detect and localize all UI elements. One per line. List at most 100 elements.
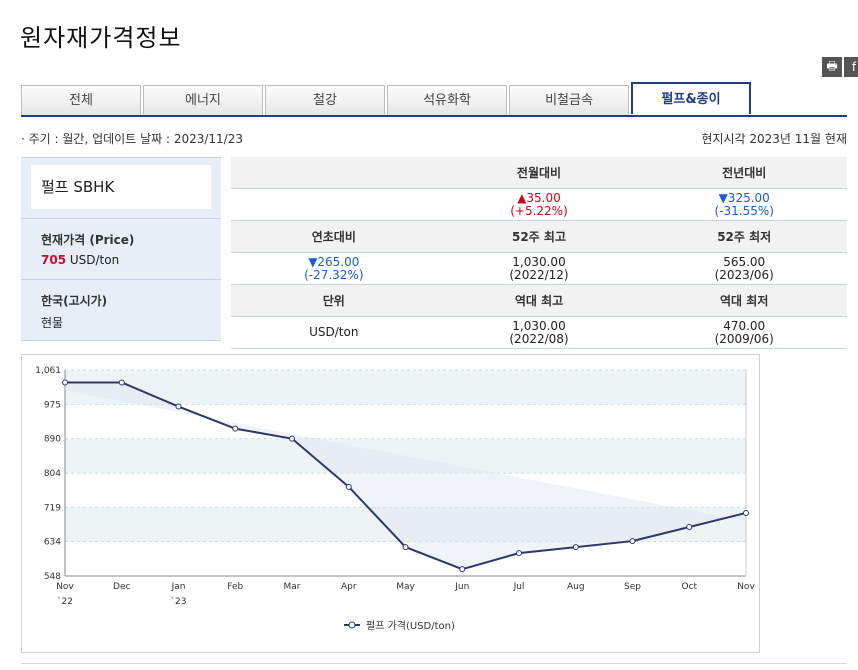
data-point <box>62 379 68 386</box>
stats-header-row: 연초대비 52주 최고 52주 최저 <box>231 220 847 253</box>
bottom-divider <box>21 663 847 664</box>
tab-energy[interactable]: 에너지 <box>143 85 263 115</box>
region-label: 한국(고시가) <box>41 294 108 308</box>
stats-cell-sub: (-27.32%) <box>304 267 364 282</box>
print-icon[interactable]: 🖶 <box>822 57 842 77</box>
price-unit: USD/ton <box>66 253 120 267</box>
stats-header: 단위 <box>231 284 437 317</box>
data-point <box>459 566 466 573</box>
price-value: 705 <box>41 253 67 267</box>
current-price-section: 현재가격 (Price) 705 USD/ton <box>21 218 221 279</box>
y-tick-label: 719 <box>44 503 61 513</box>
x-tick-label: Apr <box>341 582 357 592</box>
product-name: 펄프 SBHK <box>31 165 211 209</box>
x-tick-label: May <box>396 582 415 592</box>
x-tick-label: Nov <box>56 582 74 592</box>
toolbar: 🖶 f <box>822 57 858 77</box>
x-tick-label: Jun <box>454 582 469 592</box>
stats-table: 전월대비 전년대비 ▲35.00 (+5.22%) ▼325.00 (-31.55%… <box>231 157 847 349</box>
price-label: 현재가격 (Price) <box>41 233 135 247</box>
stats-cell-sub: (2023/06) <box>714 267 774 282</box>
data-point <box>289 435 295 442</box>
region-value: 현물 <box>41 316 64 330</box>
y-tick-label: 634 <box>44 537 61 547</box>
stats-header: 52주 최저 <box>641 220 847 253</box>
stats-cell-main: ▲35.00 <box>517 190 561 205</box>
legend-marker <box>348 621 356 629</box>
legend-label: 펄프 가격(USD/ton) <box>366 619 455 632</box>
stats-header: 역대 최고 <box>436 284 642 317</box>
data-point <box>743 509 749 516</box>
stats-header-row: 단위 역대 최고 역대 최저 <box>231 284 847 317</box>
facebook-icon[interactable]: f <box>844 57 858 77</box>
stats-header: 전월대비 <box>436 157 642 189</box>
local-time: 현지시각 2023년 11월 현재 <box>701 132 847 146</box>
x-tick-label: Aug <box>567 582 585 592</box>
stats-cell: 470.00 (2009/06) <box>641 316 847 349</box>
stats-value-row: ▲35.00 (+5.22%) ▼325.00 (-31.55%) <box>231 188 847 221</box>
stats-cell-main: 470.00 <box>723 318 766 333</box>
data-point <box>402 544 409 551</box>
tab-nonferrous[interactable]: 비철금속 <box>509 85 629 115</box>
x-tick-label: Jul <box>513 582 525 592</box>
grid-band <box>65 370 746 405</box>
y-tick-label: 1,061 <box>35 366 61 376</box>
stats-cell-main: ▼265.00 <box>308 254 360 269</box>
tab-all[interactable]: 전체 <box>21 85 141 115</box>
x-year-label: `22 <box>57 596 73 607</box>
data-point <box>345 483 352 490</box>
stats-header: 연초대비 <box>231 220 437 253</box>
tab-pulp-paper[interactable]: 펄프&종이 <box>631 82 751 114</box>
stats-cell: ▼265.00 (-27.32%) <box>231 252 437 285</box>
stats-cell: 565.00 (2023/06) <box>641 252 847 285</box>
product-panel: 펄프 SBHK 현재가격 (Price) 705 USD/ton 한국(고시가)… <box>21 157 221 341</box>
data-point <box>175 403 182 410</box>
stats-header <box>231 157 437 189</box>
grid-band <box>65 507 746 542</box>
y-tick-label: 975 <box>44 401 61 411</box>
stats-cell-main: 1,030.00 <box>512 254 566 269</box>
price-chart: 1,061 975 890 804 719 634 548 Nov `22 Dec Jan `23 Fe… <box>21 354 760 653</box>
data-point <box>629 538 636 545</box>
data-point <box>516 550 522 557</box>
stats-cell-main: USD/ton <box>309 325 359 339</box>
stats-cell-sub: (+5.22%) <box>510 203 568 218</box>
y-tick-label: 890 <box>44 435 61 445</box>
x-tick-label: Nov <box>737 582 755 592</box>
stats-header: 52주 최고 <box>436 220 642 253</box>
x-tick-label: Oct <box>681 582 697 592</box>
stats-cell-sub: (-31.55%) <box>714 203 774 218</box>
data-point <box>232 425 239 432</box>
stats-cell: ▲35.00 (+5.22%) <box>436 188 642 221</box>
x-tick-label: Dec <box>113 582 130 592</box>
stats-cell: 1,030.00 (2022/08) <box>436 316 642 349</box>
stats-cell-main: 1,030.00 <box>512 318 566 333</box>
page-title: 원자재가격정보 <box>20 24 182 52</box>
region-section: 한국(고시가) 현물 <box>21 279 221 340</box>
x-tick-label: Mar <box>284 582 301 592</box>
data-point <box>118 379 125 386</box>
stats-value-row: ▼265.00 (-27.32%) 1,030.00 (2022/12) 565.0… <box>231 252 847 285</box>
stats-value-row: USD/ton 1,030.00 (2022/08) 470.00 (2009/06… <box>231 316 847 349</box>
stats-header: 역대 최저 <box>641 284 847 317</box>
update-info: · 주기 : 월간, 업데이트 날짜 : 2023/11/23 <box>21 132 243 146</box>
stats-cell <box>231 188 437 221</box>
category-tabs: 전체 에너지 철강 석유화학 비철금속 펄프&종이 <box>21 82 753 115</box>
grid-band <box>65 438 746 474</box>
stats-cell-sub: (2022/12) <box>509 267 569 282</box>
x-tick-label: Feb <box>227 582 243 592</box>
stats-cell-sub: (2009/06) <box>714 331 774 346</box>
stats-cell-main: ▼325.00 <box>718 190 770 205</box>
x-year-label: `23 <box>171 596 187 607</box>
tab-petrochemical[interactable]: 석유화학 <box>387 85 507 115</box>
stats-cell-sub: (2022/08) <box>509 331 569 346</box>
stats-header: 전년대비 <box>641 157 847 189</box>
x-tick-label: Sep <box>624 582 641 592</box>
y-tick-label: 804 <box>44 469 61 479</box>
price-value-line: 705 USD/ton <box>41 253 221 267</box>
stats-cell: 1,030.00 (2022/12) <box>436 252 642 285</box>
tab-steel[interactable]: 철강 <box>265 85 385 115</box>
stats-cell-main: 565.00 <box>723 254 766 269</box>
stats-cell: USD/ton <box>231 316 437 349</box>
